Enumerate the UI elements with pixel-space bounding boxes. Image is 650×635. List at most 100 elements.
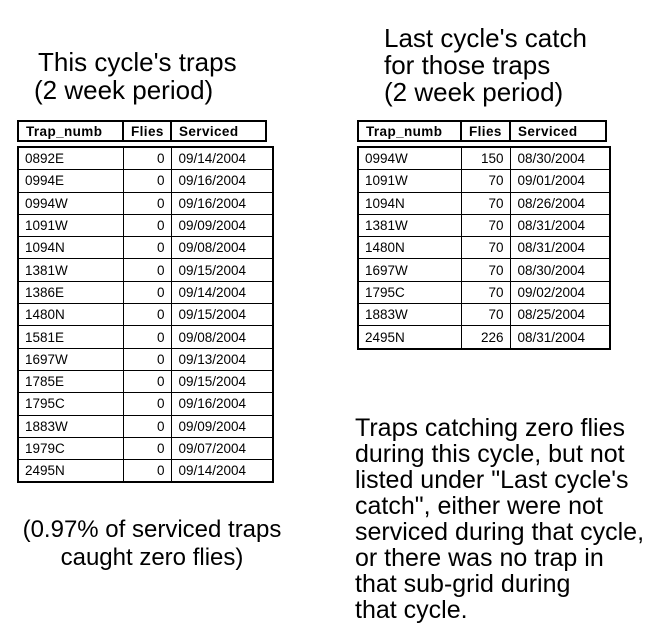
table-cell: 0994W — [17, 191, 124, 215]
table-row: 0994W 150 08/30/2004 — [357, 146, 611, 171]
text-line: or there was no trap in — [355, 544, 604, 572]
table-row: 1091W 0 09/09/2004 — [17, 213, 274, 238]
table-cell: 08/30/2004 — [509, 258, 611, 282]
this-cycle-table-header: Trap_numb Flies Serviced — [17, 120, 267, 142]
text-line: (2 week period) — [34, 75, 214, 105]
table-cell: 1094N — [17, 236, 124, 260]
table-row: 1795C 70 09/02/2004 — [357, 280, 611, 305]
table-cell: 09/14/2004 — [170, 280, 274, 305]
table-row: 1386E 0 09/14/2004 — [17, 280, 274, 305]
table-cell: 2495N — [357, 325, 462, 350]
table-cell: 0 — [122, 191, 172, 215]
table-cell: 09/09/2004 — [170, 213, 274, 238]
table-cell: 1386E — [17, 280, 124, 305]
text-line: during this cycle, but not — [355, 440, 625, 468]
table-row: 2495N 226 08/31/2004 — [357, 325, 611, 350]
table-row: 1094N 70 08/26/2004 — [357, 191, 611, 215]
table-cell: 1581E — [17, 325, 124, 349]
table-cell: 08/31/2004 — [509, 325, 611, 350]
table-cell: 1795C — [17, 392, 124, 416]
table-cell: 1381W — [357, 213, 462, 238]
table-row: 1381W 0 09/15/2004 — [17, 258, 274, 282]
text-line: catch", either were not — [355, 492, 603, 520]
table-row: 1480N 0 09/15/2004 — [17, 303, 274, 327]
table-cell: 08/26/2004 — [509, 191, 611, 215]
table-cell: 08/31/2004 — [509, 236, 611, 260]
table-row: 1480N 70 08/31/2004 — [357, 236, 611, 260]
last-cycle-table-header: Trap_numb Flies Serviced — [357, 120, 607, 142]
table-cell: 09/09/2004 — [170, 414, 274, 438]
table-row: 1697W 70 08/30/2004 — [357, 258, 611, 282]
left-table-title: This cycle's traps (2 week period) — [34, 48, 237, 104]
table-cell: 226 — [460, 325, 511, 350]
table-cell: 1883W — [357, 303, 462, 327]
text-line: This cycle's traps — [38, 47, 237, 77]
table-cell: 0 — [122, 146, 172, 171]
text-line: caught zero flies) — [60, 544, 244, 571]
table-row: 0994W 0 09/16/2004 — [17, 191, 274, 215]
column-header-trap-numb: Trap_numb — [17, 120, 124, 142]
table-cell: 0994E — [17, 169, 124, 193]
column-header-serviced: Serviced — [170, 120, 267, 142]
table-cell: 08/31/2004 — [509, 213, 611, 238]
table-cell: 0 — [122, 258, 172, 282]
table-row: 1091W 70 09/01/2004 — [357, 169, 611, 193]
text-line: that sub-grid during — [355, 570, 571, 598]
table-cell: 70 — [460, 169, 511, 193]
table-row: 1785E 0 09/15/2004 — [17, 369, 274, 394]
column-header-flies: Flies — [122, 120, 172, 142]
text-line: (0.97% of serviced traps — [22, 516, 282, 543]
table-cell: 0 — [122, 236, 172, 260]
table-cell: 08/25/2004 — [509, 303, 611, 327]
table-cell: 09/02/2004 — [509, 280, 611, 305]
table-cell: 1094N — [357, 191, 462, 215]
table-cell: 70 — [460, 191, 511, 215]
table-cell: 1795C — [357, 280, 462, 305]
table-cell: 0 — [122, 436, 172, 461]
table-cell: 09/15/2004 — [170, 303, 274, 327]
text-line: Traps catching zero flies — [355, 414, 626, 442]
table-cell: 70 — [460, 213, 511, 238]
table-cell: 0 — [122, 347, 172, 371]
table-cell: 70 — [460, 280, 511, 305]
table-cell: 0 — [122, 303, 172, 327]
table-cell: 1697W — [17, 347, 124, 371]
text-line: for those traps — [384, 50, 551, 80]
table-row: 0892E 0 09/14/2004 — [17, 146, 274, 171]
text-line: that cycle. — [355, 596, 468, 624]
header-row: Trap_numb Flies Serviced — [357, 120, 607, 142]
table-cell: 70 — [460, 303, 511, 327]
table-cell: 09/15/2004 — [170, 258, 274, 282]
table-cell: 09/14/2004 — [170, 459, 274, 483]
table-cell: 09/16/2004 — [170, 191, 274, 215]
table-cell: 70 — [460, 258, 511, 282]
table-row: 1795C 0 09/16/2004 — [17, 392, 274, 416]
table-row: 1979C 0 09/07/2004 — [17, 436, 274, 461]
table-row: 2495N 0 09/14/2004 — [17, 459, 274, 483]
table-cell: 09/08/2004 — [170, 325, 274, 349]
table-cell: 70 — [460, 236, 511, 260]
table-cell: 2495N — [17, 459, 124, 483]
table-row: 1581E 0 09/08/2004 — [17, 325, 274, 349]
text-line: serviced during that cycle, — [355, 518, 645, 546]
header-row: Trap_numb Flies Serviced — [17, 120, 267, 142]
table-cell: 09/16/2004 — [170, 169, 274, 193]
text-line: (2 week period) — [384, 77, 564, 107]
table-cell: 1697W — [357, 258, 462, 282]
table-cell: 1883W — [17, 414, 124, 438]
table-cell: 0 — [122, 280, 172, 305]
table-cell: 0892E — [17, 146, 124, 171]
table-cell: 0 — [122, 325, 172, 349]
table-cell: 1480N — [357, 236, 462, 260]
column-header-flies: Flies — [460, 120, 511, 142]
right-table-title: Last cycle's catch for those traps (2 week… — [384, 25, 587, 106]
text-line: Last cycle's catch — [384, 23, 587, 53]
table-cell: 09/13/2004 — [170, 347, 274, 371]
table-row: 1697W 0 09/13/2004 — [17, 347, 274, 371]
table-cell: 09/15/2004 — [170, 369, 274, 394]
table-cell: 0994W — [357, 146, 462, 171]
last-cycle-catch-table: 0994W 150 08/30/2004 1091W 70 09/01/2004 1094N… — [357, 146, 611, 350]
zero-flies-percentage-caption: (0.97% of serviced traps caught zero flie… — [18, 516, 286, 572]
last-cycle-table-rows: 0994W 150 08/30/2004 1091W 70 09/01/2004 1094N… — [357, 146, 611, 350]
